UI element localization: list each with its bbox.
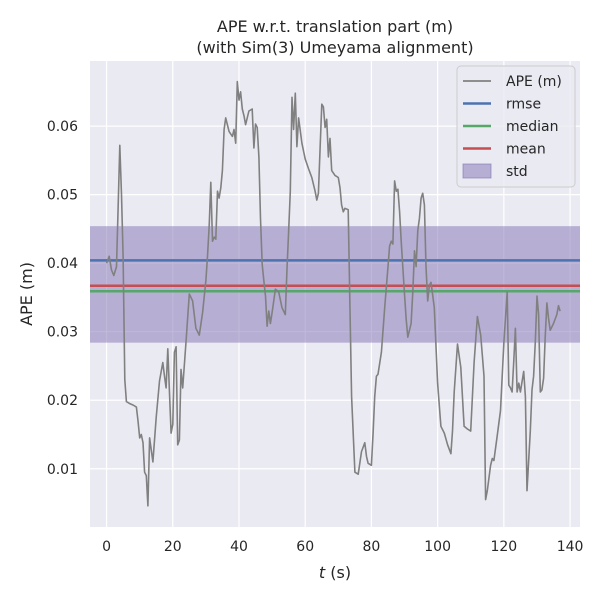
y-tick-label: 0.03 <box>47 325 78 341</box>
legend-box <box>456 65 576 188</box>
x-tick-label: 40 <box>230 539 248 555</box>
statistics-layer <box>90 226 580 343</box>
x-tick-label: 20 <box>164 539 182 555</box>
y-tick-label: 0.01 <box>47 462 78 478</box>
y-tick-label: 0.02 <box>47 393 78 409</box>
chart-title-line-2: (with Sim(3) Umeyama alignment) <box>196 38 473 57</box>
x-tick-label: 120 <box>490 539 517 555</box>
x-tick-label: 100 <box>424 539 451 555</box>
legend: APE (m) rmse median mean std <box>456 65 576 188</box>
x-axis-label: t (s) <box>319 563 351 582</box>
std-band <box>90 226 580 343</box>
x-axis-variable: t <box>319 563 326 582</box>
legend-label: median <box>506 119 558 135</box>
legend-swatch-std <box>462 163 492 179</box>
legend-label: mean <box>506 142 546 158</box>
x-tick-label: 60 <box>296 539 314 555</box>
y-tick-label: 0.06 <box>47 119 78 135</box>
y-tick-label: 0.04 <box>47 256 78 272</box>
x-axis-unit: (s) <box>325 563 351 582</box>
x-tick-labels: 0 20 40 60 80 100 120 140 <box>102 539 583 555</box>
legend-label: std <box>506 164 528 180</box>
x-tick-label: 140 <box>557 539 584 555</box>
y-axis-label: APE (m) <box>17 262 36 326</box>
y-tick-labels: 0.01 0.02 0.03 0.04 0.05 0.06 <box>47 119 78 478</box>
legend-label: rmse <box>506 97 541 113</box>
series-layer <box>105 80 561 507</box>
x-tick-label: 0 <box>102 539 111 555</box>
y-tick-label: 0.05 <box>47 188 78 204</box>
ape-series-line <box>105 80 561 507</box>
chart-title-line-1: APE w.r.t. translation part (m) <box>217 17 453 36</box>
legend-label: APE (m) <box>506 74 562 90</box>
x-tick-label: 80 <box>363 539 381 555</box>
